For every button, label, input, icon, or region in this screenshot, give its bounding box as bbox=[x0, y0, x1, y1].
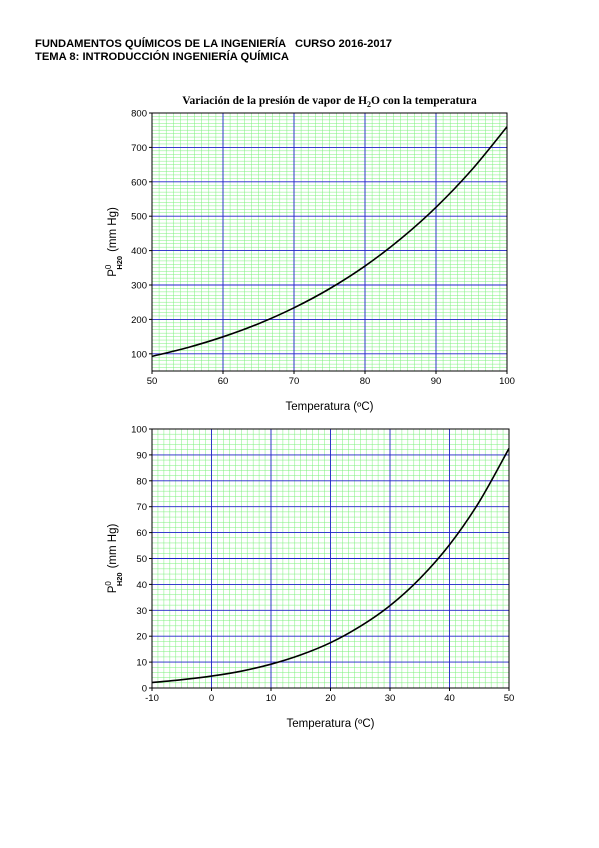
course-title: FUNDAMENTOS QUÍMICOS DE LA INGENIERÍA CU… bbox=[35, 38, 393, 50]
y-tick-label: 300 bbox=[131, 281, 147, 292]
x-tick-label: 20 bbox=[325, 693, 336, 704]
chart-1: 50 60 70 80 90 100 100 200 300 400 500 600 700 800 Tem… bbox=[104, 95, 515, 413]
y-tick-label: 200 bbox=[131, 315, 147, 326]
y-tick-label: 100 bbox=[131, 349, 147, 360]
x-tick-label: 50 bbox=[504, 693, 515, 704]
y-tick-label: 400 bbox=[131, 246, 147, 257]
y-axis-label-sup: 0 bbox=[104, 581, 113, 586]
x-tick-label: 40 bbox=[444, 693, 455, 704]
y-tick-label: 50 bbox=[136, 554, 147, 565]
chart-title: Variación de la presión de vapor de H2O … bbox=[182, 95, 477, 109]
y-tick-label: 60 bbox=[136, 528, 147, 539]
x-tick-label: 0 bbox=[209, 693, 214, 704]
y-tick-label: 100 bbox=[131, 425, 147, 436]
x-axis-label: Temperatura (ºC) bbox=[286, 401, 374, 413]
x-tick-label: 60 bbox=[218, 376, 229, 387]
y-axis-label: P0 H20 (mm Hg) bbox=[104, 524, 124, 594]
x-tick-label: 50 bbox=[147, 376, 158, 387]
y-tick-label: 20 bbox=[136, 632, 147, 643]
y-tick-label: 600 bbox=[131, 177, 147, 188]
document-header: FUNDAMENTOS QUÍMICOS DE LA INGENIERÍA CU… bbox=[35, 38, 392, 64]
chart-title-part: O con la temperatura bbox=[371, 95, 477, 107]
y-axis-label-sub: H20 bbox=[115, 256, 124, 270]
chart-2: -10 0 10 20 30 40 500102030405060708090100Temp… bbox=[104, 425, 514, 731]
plot-frame bbox=[151, 112, 508, 372]
topic-title: TEMA 8: INTRODUCCIÓN INGENIERÍA QUÍMICA bbox=[35, 51, 289, 63]
y-tick-label: 10 bbox=[136, 658, 147, 669]
y-tick-label: 40 bbox=[136, 580, 147, 591]
y-tick-label: 80 bbox=[136, 476, 147, 487]
y-tick-label: 0 bbox=[142, 684, 147, 695]
x-tick-label: -10 bbox=[145, 693, 159, 704]
y-axis-label-sub: H20 bbox=[115, 572, 124, 586]
x-tick-label: 70 bbox=[289, 376, 300, 387]
y-axis-label-units: (mm Hg) bbox=[107, 207, 119, 252]
chart-title-subscript: 2 bbox=[367, 100, 371, 109]
chart-title-part: Variación de la presión de vapor de H bbox=[182, 95, 367, 107]
x-tick-label: 90 bbox=[431, 376, 442, 387]
vapor-pressure-curve bbox=[151, 126, 508, 358]
x-tick-label: 30 bbox=[385, 693, 396, 704]
y-axis-label-main: P bbox=[107, 585, 119, 593]
y-tick-label: 700 bbox=[131, 143, 147, 154]
y-axis-label: P0 H20 (mm Hg) bbox=[104, 207, 124, 277]
y-tick-label: 500 bbox=[131, 212, 147, 223]
x-tick-label: 100 bbox=[499, 376, 515, 387]
y-axis-label-units: (mm Hg) bbox=[107, 524, 119, 569]
vapor-pressure-curve bbox=[151, 448, 510, 684]
y-tick-label: 70 bbox=[136, 502, 147, 513]
y-axis-label-sup: 0 bbox=[104, 264, 113, 269]
x-tick-label: 80 bbox=[360, 376, 371, 387]
x-axis-label: Temperatura (ºC) bbox=[287, 718, 375, 730]
y-tick-label: 30 bbox=[136, 606, 147, 617]
y-axis-label-main: P bbox=[107, 269, 119, 277]
y-tick-label: 800 bbox=[131, 109, 147, 120]
x-tick-label: 10 bbox=[266, 693, 277, 704]
y-tick-label: 90 bbox=[136, 450, 147, 461]
